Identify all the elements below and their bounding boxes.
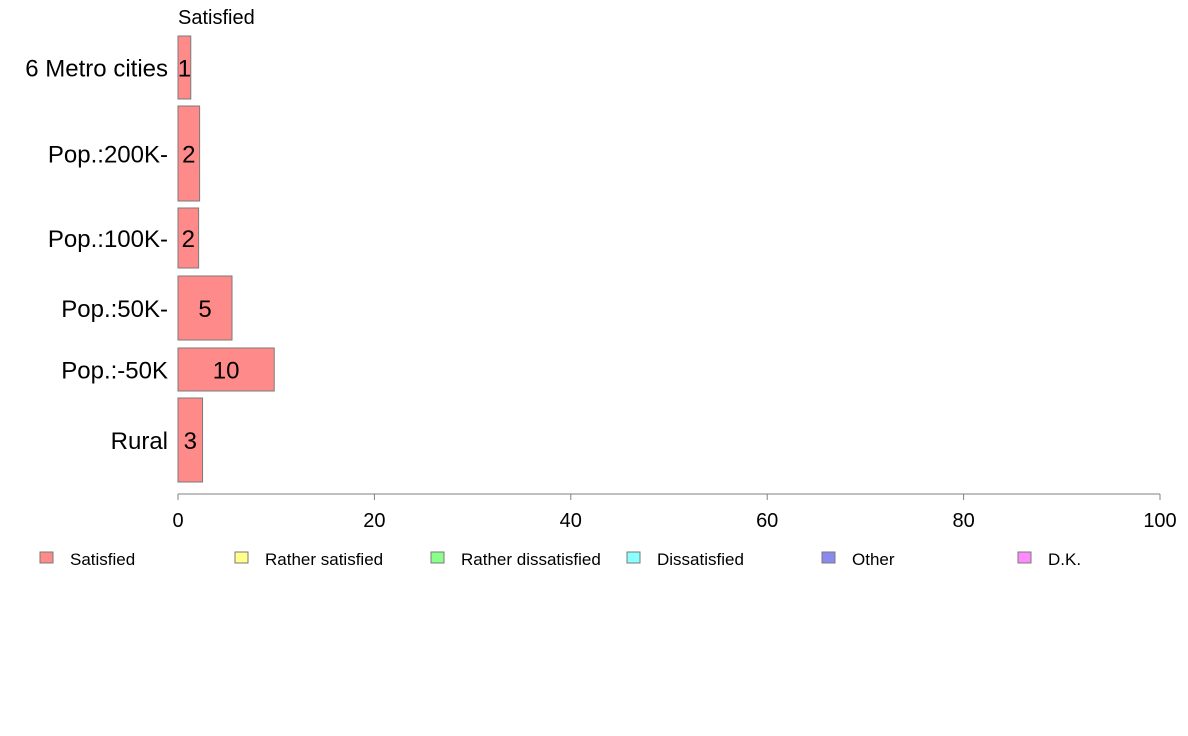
bar-segment bbox=[177, 397, 204, 483]
category-label: 6 Metro cities bbox=[25, 56, 168, 83]
legend-label: Other bbox=[852, 550, 895, 569]
bar-segment bbox=[177, 347, 275, 392]
bar-labels: 1 2 2 5 10 3 bbox=[178, 56, 240, 456]
legend-swatch bbox=[1017, 551, 1032, 564]
category-label: Pop.:200K- bbox=[48, 142, 168, 169]
legend: Satisfied Rather satisfied Rather dissatis… bbox=[39, 550, 1081, 569]
bar-value-label: 10 bbox=[213, 358, 240, 385]
bar-segment bbox=[177, 35, 192, 100]
x-tick-label: 100 bbox=[1143, 510, 1176, 532]
legend-label: D.K. bbox=[1048, 550, 1081, 569]
x-tick-label: 80 bbox=[952, 510, 974, 532]
legend-item: Rather satisfied bbox=[234, 550, 383, 569]
x-tick-label: 20 bbox=[363, 510, 385, 532]
bar-value-label: 2 bbox=[182, 142, 195, 169]
legend-item: Satisfied bbox=[39, 550, 135, 569]
chart-header: Satisfied bbox=[178, 7, 255, 29]
x-tick-label: 40 bbox=[560, 510, 582, 532]
category-label: Rural bbox=[111, 428, 168, 455]
legend-item: Rather dissatisfied bbox=[430, 550, 601, 569]
x-tick-label: 0 bbox=[172, 510, 183, 532]
category-labels: 6 Metro cities Pop.:200K- Pop.:100K- Pop.:5… bbox=[25, 56, 168, 456]
category-label: Pop.:100K- bbox=[48, 226, 168, 253]
legend-item: D.K. bbox=[1017, 550, 1081, 569]
x-axis: 0 20 40 60 80 100 bbox=[172, 493, 1177, 532]
bar-segment bbox=[177, 275, 233, 341]
legend-swatch bbox=[234, 551, 249, 564]
x-tick-label: 60 bbox=[756, 510, 778, 532]
category-label: Pop.:50K- bbox=[61, 296, 168, 323]
category-label: Pop.:-50K bbox=[61, 358, 168, 385]
bar-value-label: 5 bbox=[198, 296, 211, 323]
legend-item: Other bbox=[821, 550, 895, 569]
bar-value-label: 1 bbox=[178, 56, 191, 83]
legend-item: Dissatisfied bbox=[626, 550, 744, 569]
legend-swatch bbox=[39, 551, 54, 564]
bar-segment bbox=[177, 105, 201, 202]
bars bbox=[177, 35, 275, 483]
legend-label: Rather satisfied bbox=[265, 550, 383, 569]
legend-swatch bbox=[821, 551, 836, 564]
bar-segment bbox=[177, 207, 200, 269]
bar-value-label: 2 bbox=[182, 226, 195, 253]
legend-label: Dissatisfied bbox=[657, 550, 744, 569]
bar-value-label: 3 bbox=[184, 428, 197, 455]
legend-label: Satisfied bbox=[70, 550, 135, 569]
legend-swatch bbox=[626, 551, 641, 564]
legend-swatch bbox=[430, 551, 445, 564]
legend-label: Rather dissatisfied bbox=[461, 550, 601, 569]
